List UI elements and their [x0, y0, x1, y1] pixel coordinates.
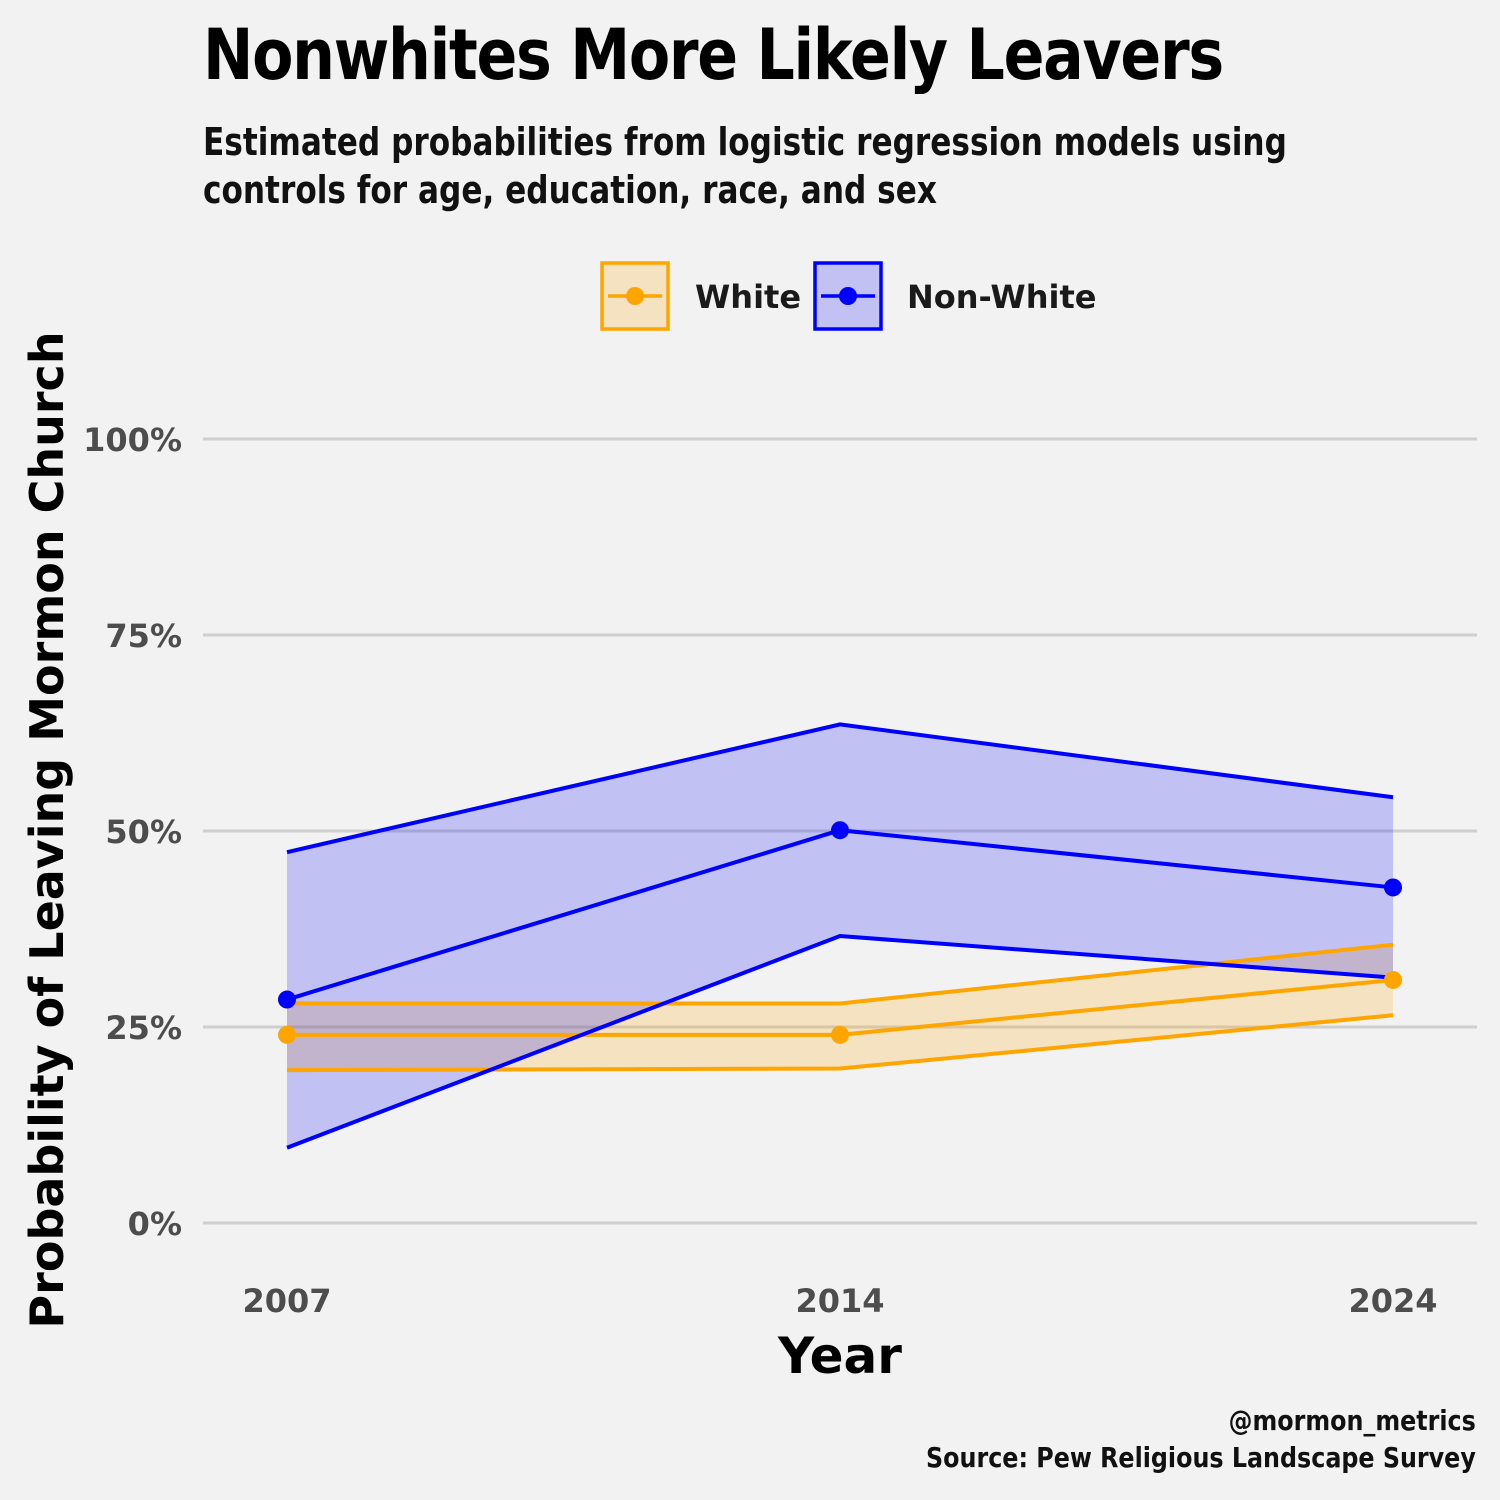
- chart-subtitle: Estimated probabilities from logistic re…: [203, 118, 1287, 214]
- footer: @mormon_metrics Source: Pew Religious La…: [829, 1402, 1476, 1476]
- data-points: [278, 821, 1402, 1044]
- lower-bound-non-white: [286, 934, 1394, 1150]
- subtitle-line-2: controls for age, education, race, and s…: [203, 168, 937, 212]
- point-white-2007: [278, 1025, 296, 1044]
- legend: White Non-White: [600, 261, 1096, 331]
- x-tick-label-2007: 2007: [242, 1282, 331, 1320]
- series-lines: [286, 722, 1394, 1150]
- y-tick-label-25: 25%: [105, 1009, 182, 1047]
- y-tick-label-75: 75%: [105, 617, 182, 655]
- footer-source: Source: Pew Religious Landscape Survey: [926, 1441, 1476, 1474]
- grid-lines: [203, 437, 1477, 1225]
- footer-handle: @mormon_metrics: [1228, 1404, 1476, 1437]
- x-axis-title: Year: [777, 1327, 902, 1385]
- legend-marker-non-white: [839, 287, 857, 305]
- x-tick-labels: 2007 2014 2024: [242, 1282, 1437, 1320]
- y-tick-label-100: 100%: [83, 421, 182, 459]
- y-tick-label-50: 50%: [105, 813, 182, 851]
- point-non-white-2024: [1384, 878, 1402, 897]
- y-tick-label-0: 0%: [128, 1205, 182, 1243]
- y-axis-title: Probability of Leaving Mormon Church: [20, 331, 74, 1328]
- subtitle-line-1: Estimated probabilities from logistic re…: [203, 120, 1287, 164]
- lower-bound-white: [286, 1013, 1394, 1073]
- x-tick-label-2024: 2024: [1348, 1282, 1437, 1320]
- chart-title: Nonwhites More Likely Leavers: [203, 14, 1224, 96]
- point-non-white-2007: [278, 990, 296, 1009]
- legend-label-white: White: [695, 278, 801, 316]
- legend-marker-white: [626, 287, 644, 305]
- legend-label-non-white: Non-White: [907, 278, 1096, 316]
- y-tick-labels: 0% 25% 50% 75% 100%: [83, 421, 182, 1243]
- point-white-2024: [1384, 970, 1402, 989]
- x-tick-label-2014: 2014: [795, 1282, 884, 1320]
- upper-bound-non-white: [286, 722, 1394, 855]
- point-white-2014: [831, 1025, 849, 1044]
- point-non-white-2014: [831, 821, 849, 840]
